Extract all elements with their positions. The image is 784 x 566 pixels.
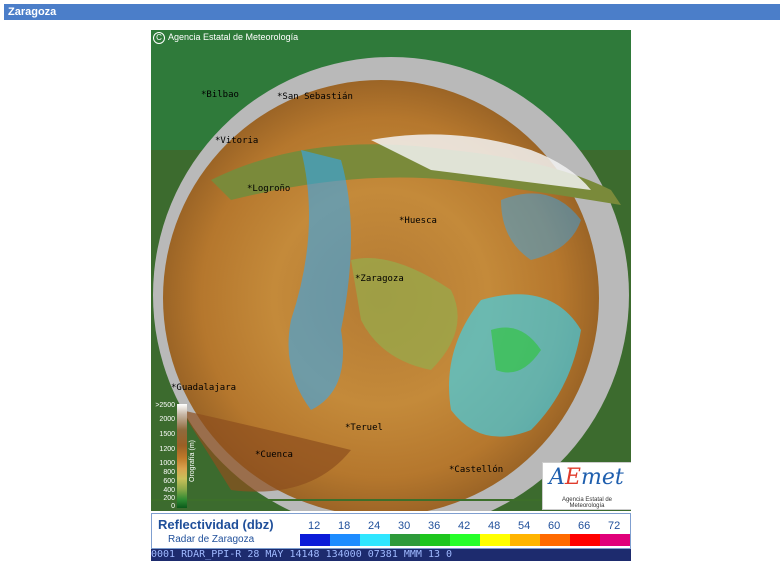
page-title: Zaragoza: [8, 6, 57, 18]
legend-value: 36: [428, 520, 441, 532]
city-label: *Guadalajara: [171, 383, 237, 393]
legend-value: 18: [338, 520, 351, 532]
aemet-logo: AEmet Agencia Estatal de Meteorología: [542, 462, 631, 510]
legend-swatch: [510, 534, 540, 546]
legend-swatch: [570, 534, 600, 546]
iberian-range: [181, 410, 351, 492]
orography-level: 1500: [159, 431, 175, 438]
orography-level: 1200: [159, 446, 175, 453]
orography-level: 0: [171, 503, 175, 510]
orography-colorbar: [177, 404, 187, 508]
legend-swatch: [330, 534, 360, 546]
aemet-logo-subtitle: Agencia Estatal de Meteorología: [561, 497, 613, 509]
legend-swatch: [360, 534, 390, 546]
legend-value: 66: [578, 520, 591, 532]
copyright-text: Agencia Estatal de Meteorología: [168, 32, 299, 42]
reflectivity-legend: Reflectividad (dbz) Radar de Zaragoza 12…: [151, 513, 631, 549]
city-label: *Logroño: [247, 184, 291, 194]
radar-map: [151, 30, 631, 511]
legend-title: Reflectividad (dbz): [158, 517, 274, 532]
precip-area-northeast: [501, 193, 581, 260]
legend-swatch: [600, 534, 630, 546]
city-label: *Castellón: [449, 465, 504, 475]
copyright-notice: C Agencia Estatal de Meteorología: [153, 32, 298, 44]
legend-value: 12: [308, 520, 321, 532]
snow-peaks: [371, 134, 591, 190]
orography-level: 200: [163, 495, 175, 502]
orography-level: 800: [163, 469, 175, 476]
precip-core-east: [491, 327, 541, 373]
city-label: *Bilbao: [201, 90, 239, 100]
radar-image: C Agencia Estatal de Meteorología *Bilbao…: [151, 30, 631, 511]
city-label: *Zaragoza: [355, 274, 404, 284]
legend-value: 72: [608, 520, 621, 532]
legend-swatch: [540, 534, 570, 546]
copyright-icon: C: [153, 32, 165, 44]
ebro-valley: [351, 258, 458, 370]
orography-level: 600: [163, 478, 175, 485]
city-label: *Vitoria: [215, 136, 259, 146]
orography-level: 1000: [159, 460, 175, 467]
legend-swatch: [450, 534, 480, 546]
legend-swatch: [390, 534, 420, 546]
legend-value: 24: [368, 520, 381, 532]
aemet-logo-mark: AEmet: [549, 465, 624, 490]
legend-value: 42: [458, 520, 471, 532]
status-text: 0001 RDAR_PPI-R 28 MAY 14148 134000 0738…: [151, 549, 453, 560]
city-label: *Teruel: [345, 423, 383, 433]
legend-swatch: [420, 534, 450, 546]
legend-swatch: [300, 534, 330, 546]
orography-scale: >2500 2000 1500 1200 1000 800 600 400 20…: [151, 402, 196, 511]
status-line: 0001 RDAR_PPI-R 28 MAY 14148 134000 0738…: [151, 549, 631, 561]
city-label: *San Sebastián: [277, 92, 353, 102]
legend-value: 60: [548, 520, 561, 532]
orography-level: 2000: [159, 416, 175, 423]
orography-title: Orografía (m): [189, 439, 196, 482]
orography-level: 400: [163, 487, 175, 494]
legend-subtitle: Radar de Zaragoza: [168, 534, 255, 545]
legend-swatch: [480, 534, 510, 546]
city-label: *Cuenca: [255, 450, 293, 460]
precip-band-west: [288, 150, 351, 410]
legend-value: 30: [398, 520, 411, 532]
orography-level: >2500: [155, 402, 175, 409]
city-label: *Huesca: [399, 216, 437, 226]
legend-value: 54: [518, 520, 531, 532]
legend-value: 48: [488, 520, 501, 532]
page-title-bar: Zaragoza: [4, 4, 780, 20]
